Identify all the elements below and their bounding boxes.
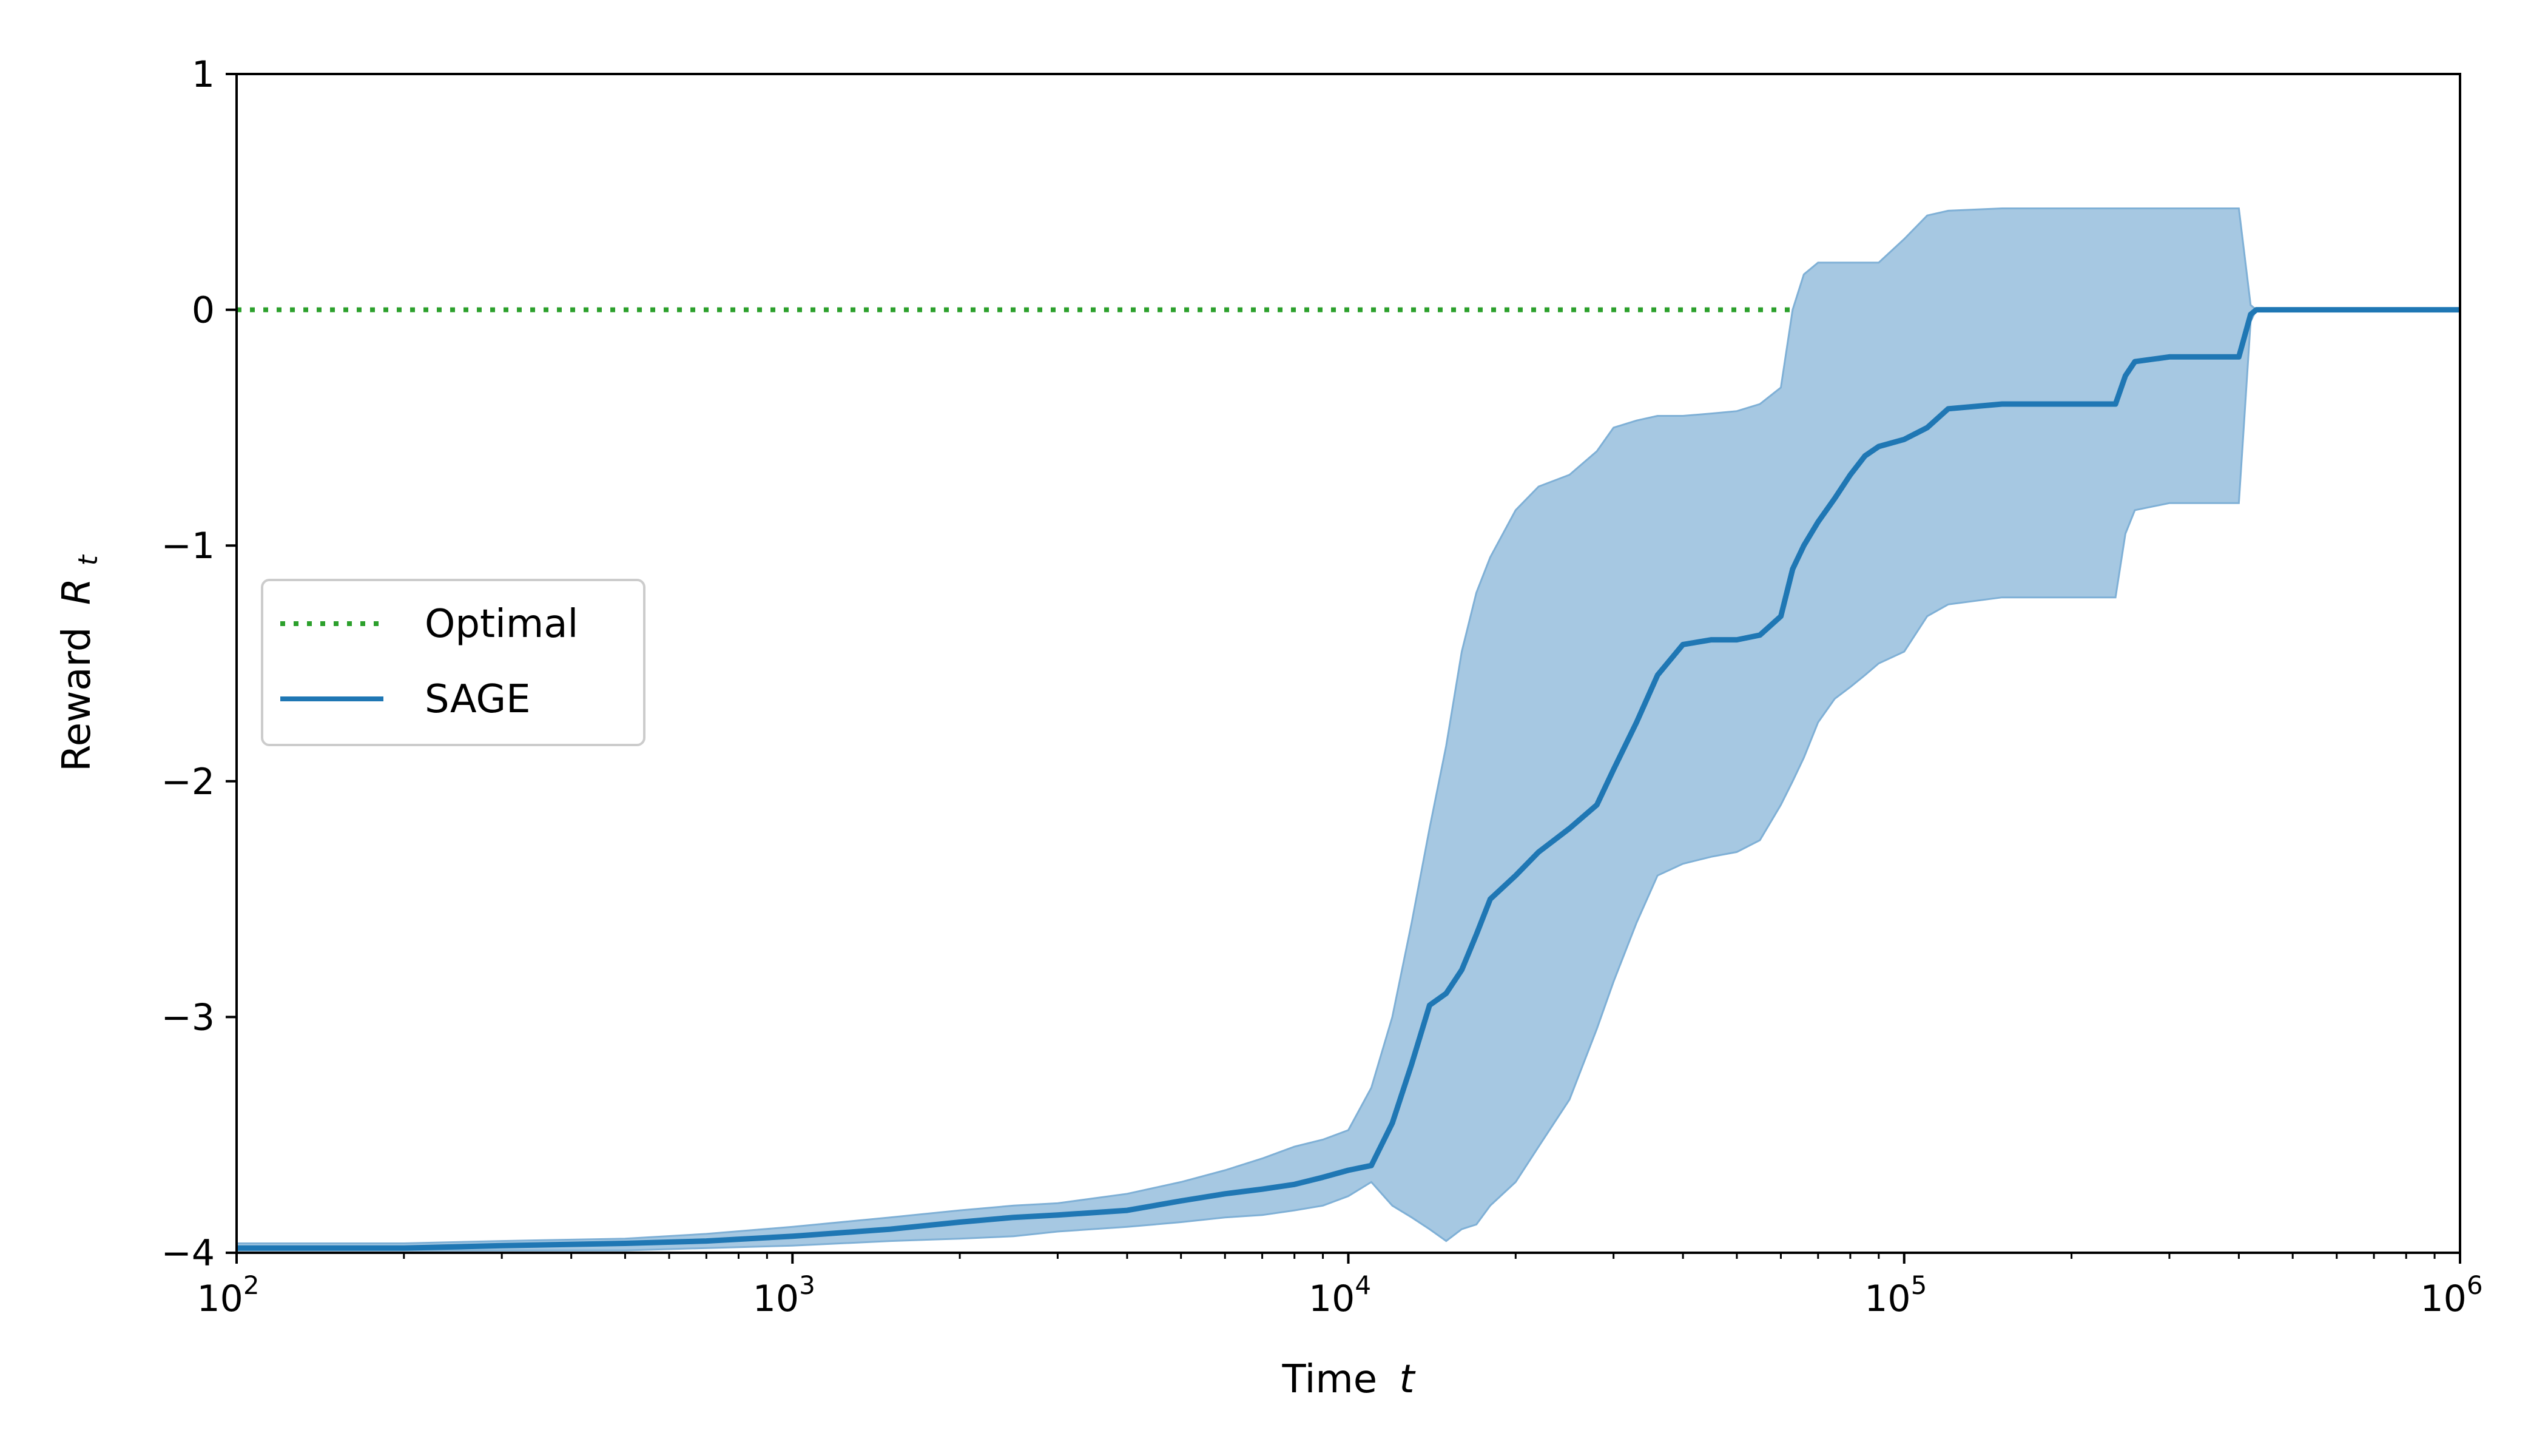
- x-tick-exponent: 4: [1355, 1270, 1371, 1300]
- y-tick-label: −4: [161, 1232, 215, 1275]
- y-tick-label: −1: [161, 525, 215, 567]
- x-axis-label: Time t: [1281, 1357, 1416, 1402]
- x-tick-base: 10: [197, 1278, 243, 1320]
- x-axis-label-text: Time: [1281, 1357, 1377, 1402]
- y-tick-label: 1: [192, 53, 215, 96]
- legend: Optimal SAGE: [261, 579, 645, 746]
- x-tick-label: 106: [2420, 1270, 2482, 1320]
- x-tick-label: 104: [1309, 1270, 1371, 1320]
- y-axis-label-var: R: [55, 578, 99, 605]
- plot-area: [235, 207, 2460, 1252]
- y-tick-label: 0: [192, 289, 215, 332]
- y-axis-label-sub: t: [73, 554, 104, 565]
- x-tick-base: 10: [2420, 1278, 2466, 1320]
- x-tick-base: 10: [1309, 1278, 1355, 1320]
- x-tick-label: 102: [197, 1270, 259, 1320]
- x-tick-exponent: 3: [799, 1270, 815, 1300]
- x-tick-label: 105: [1864, 1270, 1927, 1320]
- x-tick-label: 103: [753, 1270, 815, 1320]
- x-tick-exponent: 6: [2467, 1270, 2483, 1300]
- legend-label-sage: SAGE: [425, 677, 531, 722]
- y-axis-label-text: Reward: [55, 627, 99, 772]
- y-tick-label: −2: [161, 761, 215, 803]
- legend-box: [261, 579, 645, 746]
- x-tick-exponent: 5: [1911, 1270, 1927, 1300]
- x-tick-base: 10: [1864, 1278, 1910, 1320]
- y-axis-label: Reward R t: [55, 554, 104, 772]
- legend-label-optimal: Optimal: [425, 602, 578, 647]
- y-tick-label: −3: [161, 996, 215, 1039]
- x-tick-base: 10: [753, 1278, 799, 1320]
- sage-mean-line: [237, 307, 2460, 1251]
- x-tick-exponent: 2: [243, 1270, 260, 1300]
- x-axis-label-var: t: [1399, 1357, 1416, 1402]
